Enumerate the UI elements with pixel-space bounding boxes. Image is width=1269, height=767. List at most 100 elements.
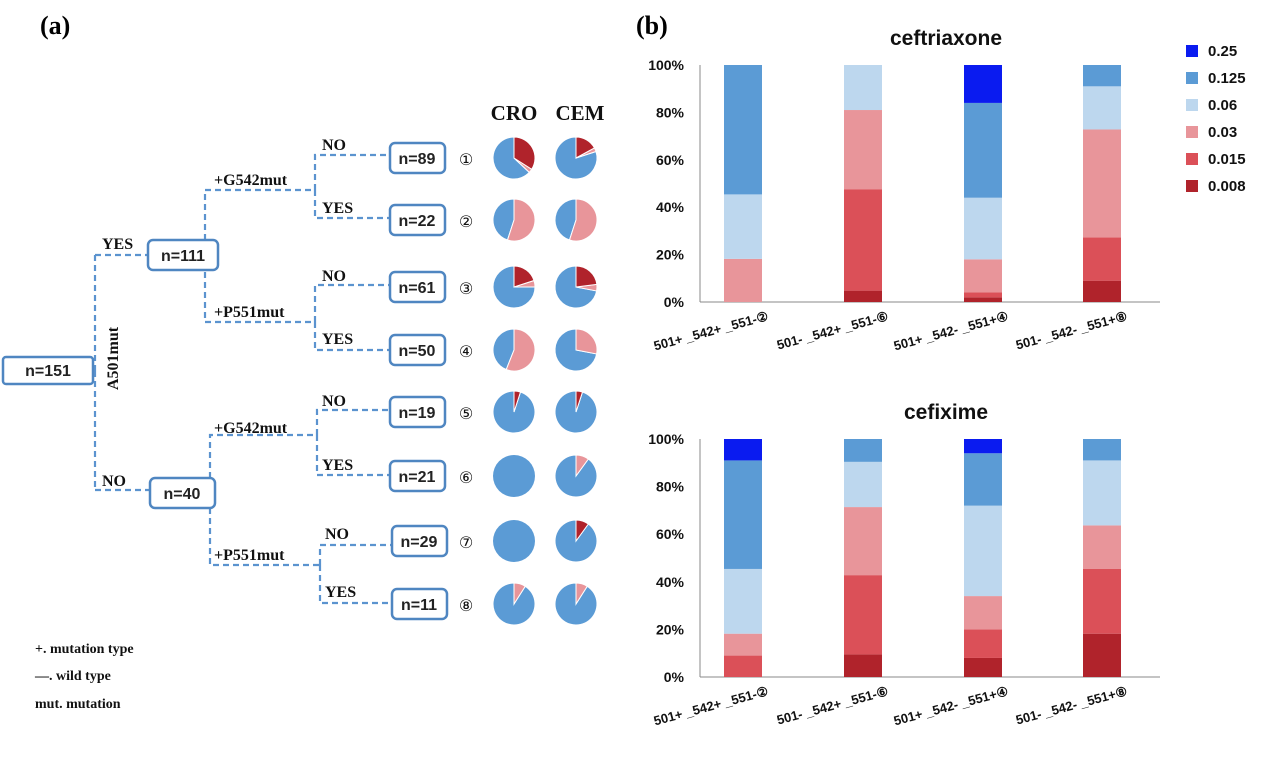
bar-segment-0_06 [724, 568, 762, 634]
bar-segment-0_008 [844, 654, 882, 677]
y-tick-label: 60% [656, 152, 685, 168]
bar-segment-0_015 [724, 655, 762, 677]
leaf-count-label: n=29 [401, 534, 438, 551]
note-mutation-type: +. mutation type [35, 642, 134, 657]
y-tick-label: 40% [656, 199, 685, 215]
legend-swatch [1186, 126, 1198, 138]
bar-segment-0_03 [724, 633, 762, 656]
note-wild-type: —. wild type [34, 669, 111, 684]
pie-cem-slice-light [575, 582, 588, 606]
bar-segment-0_06 [724, 194, 762, 259]
split-label-no-bottom: +P551mut [214, 547, 285, 564]
bar-segment-0_125 [1083, 65, 1121, 87]
leaf-edge-label: YES [325, 584, 356, 601]
pie-cro-slice-blue [492, 328, 515, 371]
leaf-count-label: n=11 [401, 597, 437, 614]
pie-cem-slice-blue [554, 198, 577, 241]
bar-segment-0_03 [1083, 525, 1121, 569]
bar-segment-0_25 [964, 439, 1002, 454]
chart-title: ceftriaxone [890, 27, 1002, 50]
y-tick-label: 60% [656, 526, 685, 542]
root-split-label: A501mut [105, 326, 122, 390]
legend-swatch [1186, 180, 1198, 192]
edge-g542b-no-yes [315, 408, 390, 477]
leaf-node: n=29 ⑦ [390, 519, 598, 563]
bar-segment-0_03 [724, 258, 762, 302]
edge-n111-to-p551 [203, 272, 315, 324]
edge-n40-to-g542 [208, 433, 317, 478]
leaf-node: n=22 ② [388, 198, 598, 242]
pie-cro-slice-light [506, 198, 536, 242]
leaf-box [388, 459, 447, 493]
pie-cro-slice-blue [493, 455, 535, 497]
bar-segment-0_015 [964, 629, 1002, 658]
leaf-node: n=19 ⑤ [388, 390, 598, 434]
leaf-node: n=11 ⑧ [390, 582, 598, 626]
x-tick-label: 501- _542+ _551-⑥ [775, 308, 890, 352]
leaf-marker: ⑦ [459, 533, 473, 552]
bar-segment-0_06 [964, 505, 1002, 597]
pie-cro-slice-blue [493, 520, 535, 562]
x-tick-label: 501+ _542- _551+④ [892, 308, 1010, 353]
branch-label-no: NO [102, 473, 126, 490]
bar-segment-0_015 [844, 189, 882, 291]
bar-segment-0_03 [964, 596, 1002, 630]
bar-segment-0_06 [1083, 86, 1121, 130]
chart-cefixime: cefixime 0% 20% 40% 60% 80% 100% 501+ _542+ _55… [648, 401, 1160, 728]
node-root-label: n=151 [25, 363, 71, 380]
edge-n111-to-g542 [203, 188, 315, 240]
node-no-label: n=40 [164, 486, 201, 503]
legend-entry-label: 0.06 [1208, 97, 1237, 114]
pie-cro-slice-dark [513, 265, 535, 288]
node-yes-label: n=111 [161, 248, 205, 265]
y-tick-label: 0% [664, 294, 685, 310]
bar-segment-0_015 [964, 292, 1002, 298]
bar-segment-0_125 [1083, 439, 1121, 461]
leaf-count-label: n=89 [399, 151, 436, 168]
bar-segment-0_125 [964, 453, 1002, 506]
legend-entry-label: 0.03 [1208, 124, 1237, 141]
pie-cro-slice-dark [513, 136, 536, 170]
leaf-edge-label: NO [325, 526, 349, 543]
pie-cro-slice-blue [492, 265, 536, 309]
leaf-marker: ⑤ [459, 404, 473, 423]
split-label-yes-top: +G542mut [214, 172, 288, 189]
column-header-cem: CEM [556, 101, 605, 125]
split-label-yes-bottom: +P551mut [214, 304, 285, 321]
leaf-count-label: n=50 [399, 343, 436, 360]
bar-segment-0_06 [844, 65, 882, 111]
leaf-box [388, 203, 447, 237]
bar-segment-0_125 [964, 102, 1002, 198]
leaf-count-label: n=22 [399, 213, 436, 230]
y-tick-label: 100% [648, 57, 684, 73]
bar-segment-0_008 [1083, 280, 1121, 302]
node-root-box [1, 355, 95, 386]
bar-segment-0_06 [964, 197, 1002, 260]
x-tick-label: 501- _542- _551+⑧ [1014, 308, 1129, 352]
leaf-marker: ③ [459, 279, 473, 298]
leaf-edge-label: NO [322, 268, 346, 285]
chart-ceftriaxone: ceftriaxone 0% 20% 40% 60% 80% 100% 501+ _542+ … [648, 27, 1160, 353]
x-tick-label: 501+ _542- _551+④ [892, 683, 1010, 728]
y-tick-label: 20% [656, 247, 685, 263]
edge-p551-no-yes [313, 283, 390, 352]
branch-label-yes: YES [102, 236, 133, 253]
bar-segment-0_06 [1083, 460, 1121, 526]
leaf-marker: ⑧ [459, 596, 473, 615]
bar-segment-0_125 [724, 460, 762, 569]
edge-p551b-no-yes [318, 543, 392, 605]
leaf-node: n=50 ④ [388, 328, 598, 372]
pie-cro-slice-dark [513, 390, 522, 413]
bar-segment-0_008 [1083, 633, 1121, 677]
leaf-edge-label: YES [322, 331, 353, 348]
leaf-node: n=61 ③ [388, 265, 598, 309]
pie-cem-slice-light [575, 454, 590, 478]
edge-n40-to-p551 [208, 508, 320, 567]
leaf-nodes: n=89 ① n=22 ② n=61 ③ n=50 ④ n=19 ⑤ n=21 ⑥ n=29 ⑦ n=11 ⑧… [322, 136, 598, 626]
leaf-marker: ④ [459, 342, 473, 361]
pie-cem-slice-dark [575, 390, 584, 413]
leaf-box [388, 141, 447, 175]
bar-segment-0_03 [1083, 129, 1121, 238]
legend-entry-label: 0.125 [1208, 70, 1246, 87]
